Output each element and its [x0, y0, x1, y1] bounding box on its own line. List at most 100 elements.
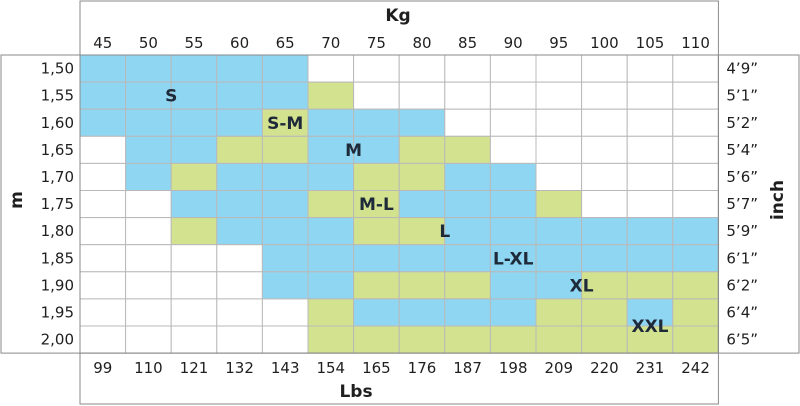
grid-cell	[581, 325, 628, 354]
top-axis-title: Kg	[385, 6, 410, 26]
grid-cell	[626, 325, 674, 354]
grid-cell	[170, 298, 218, 327]
m-tick-label: 1,50	[41, 60, 74, 78]
grid-cell	[581, 162, 628, 191]
grid-cell	[672, 108, 719, 137]
grid-cell	[170, 135, 218, 164]
size-label: L-XL	[493, 249, 534, 269]
grid-cell	[79, 162, 127, 191]
grid-cell	[170, 271, 218, 300]
m-tick-label: 1,65	[41, 141, 74, 159]
bottom-axis-title: Lbs	[339, 382, 372, 402]
grid-cell	[626, 162, 674, 191]
grid-cell	[125, 217, 172, 246]
inch-tick-label: 6’5”	[726, 331, 758, 349]
grid-cell	[444, 81, 491, 110]
grid-cell	[261, 81, 309, 110]
kg-tick-label: 85	[458, 34, 477, 52]
inch-tick-label: 6’2”	[726, 276, 758, 294]
grid-cell	[581, 81, 628, 110]
grid-cell	[125, 244, 172, 273]
grid-cell	[535, 298, 583, 327]
grid-cell	[444, 54, 491, 83]
grid-cell	[125, 81, 172, 110]
grid-cell	[125, 298, 172, 327]
tick-layer: 45 50 55 60 65 70 75 80 85 90 95 100 105 110 99 110 121 1…	[41, 34, 758, 377]
grid-cell	[444, 217, 491, 246]
kg-tick-label: 45	[93, 34, 112, 52]
grid-cell	[398, 217, 446, 246]
grid-cell	[489, 271, 537, 300]
grid-cell	[535, 190, 583, 219]
kg-tick-label: 110	[681, 34, 710, 52]
size-label: M	[345, 141, 362, 161]
grid-cell	[125, 108, 172, 137]
inch-tick-label: 4’9”	[726, 60, 758, 78]
lbs-tick-label: 121	[180, 359, 209, 377]
size-label: S-M	[267, 114, 303, 134]
kg-tick-label: 75	[367, 34, 386, 52]
grid-cell	[125, 190, 172, 219]
grid-cell	[353, 271, 400, 300]
grid-cell	[216, 54, 263, 83]
size-label: M-L	[359, 195, 394, 215]
m-tick-label: 1,70	[41, 168, 74, 186]
kg-tick-label: 105	[636, 34, 665, 52]
m-tick-label: 1,85	[41, 249, 74, 267]
grid-cell	[581, 54, 628, 83]
grid-cell	[353, 54, 400, 83]
m-tick-label: 1,55	[41, 87, 74, 105]
grid-cell	[353, 325, 400, 354]
grid-cell	[444, 108, 491, 137]
m-tick-label: 1,90	[41, 276, 74, 294]
grid-cell	[581, 298, 628, 327]
m-tick-label: 1,75	[41, 195, 74, 213]
lbs-tick-label: 231	[636, 359, 665, 377]
m-tick-label: 1,80	[41, 222, 74, 240]
grid-cell	[535, 54, 583, 83]
inch-tick-label: 6’4”	[726, 303, 758, 321]
lbs-tick-label: 176	[408, 359, 437, 377]
grid-cell	[672, 135, 719, 164]
grid-cell	[261, 190, 309, 219]
grid-cell	[444, 135, 491, 164]
grid-cell	[489, 298, 537, 327]
lbs-tick-label: 99	[93, 359, 112, 377]
grid-cell	[626, 81, 674, 110]
grid-cell	[261, 135, 309, 164]
grid-cell	[353, 217, 400, 246]
size-label-layer: S S-M M M-L L L-XL XL XXL	[165, 87, 669, 337]
kg-tick-label: 95	[549, 34, 568, 52]
grid-cell	[216, 244, 263, 273]
grid-cell	[307, 217, 355, 246]
kg-tick-label: 55	[184, 34, 203, 52]
grid-cell	[581, 108, 628, 137]
grid-cell	[626, 135, 674, 164]
kg-tick-label: 100	[590, 34, 619, 52]
grid-cell	[489, 190, 537, 219]
grid-cell	[535, 135, 583, 164]
grid-cell	[353, 135, 400, 164]
lbs-tick-label: 209	[544, 359, 573, 377]
kg-tick-label: 60	[230, 34, 249, 52]
kg-tick-label: 90	[504, 34, 523, 52]
grid-cell	[307, 298, 355, 327]
grid-cell	[261, 162, 309, 191]
grid-cell	[581, 244, 628, 273]
grid-cell	[535, 162, 583, 191]
grid-cell	[307, 81, 355, 110]
grid-cell	[307, 135, 355, 164]
grid-cell	[444, 162, 491, 191]
grid-cell	[672, 325, 719, 354]
grid-cell	[261, 217, 309, 246]
grid-cell	[79, 244, 127, 273]
lbs-tick-label: 187	[453, 359, 482, 377]
grid-cell	[170, 244, 218, 273]
grid-cell	[261, 298, 309, 327]
grid-cell	[216, 190, 263, 219]
grid-cell	[626, 54, 674, 83]
grid-cell	[79, 217, 127, 246]
grid-cell	[307, 244, 355, 273]
